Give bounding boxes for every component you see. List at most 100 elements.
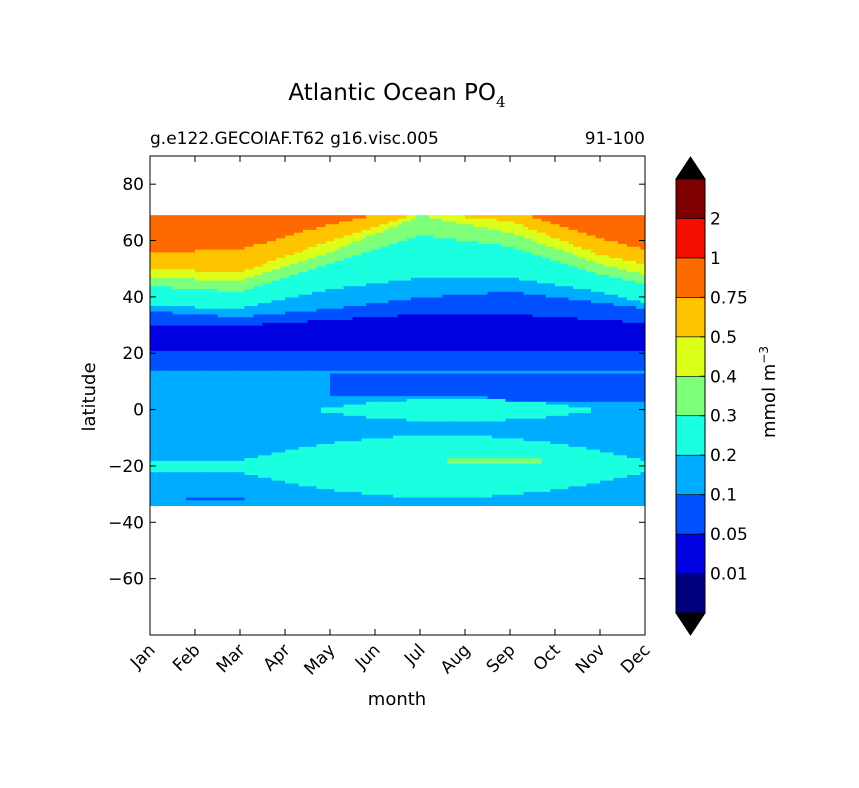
heatmap-cell: [334, 384, 340, 388]
heatmap-cell: [330, 381, 336, 385]
heatmap-cell: [429, 443, 435, 447]
heatmap-cell: [541, 449, 547, 453]
heatmap-cell: [213, 429, 219, 433]
heatmap-cell: [577, 488, 583, 492]
heatmap-cell: [627, 471, 633, 475]
heatmap-cell: [168, 389, 174, 394]
heatmap-cell: [303, 392, 309, 397]
heatmap-cell: [456, 406, 462, 411]
heatmap-cell: [519, 387, 525, 391]
heatmap-cell: [460, 443, 466, 447]
heatmap-cell: [640, 480, 645, 484]
heatmap-cell: [271, 384, 277, 388]
heatmap-cell: [604, 454, 610, 459]
heatmap-cell: [384, 415, 390, 419]
heatmap-cell: [348, 420, 354, 425]
heatmap-cell: [595, 426, 601, 430]
heatmap-cell: [348, 406, 354, 411]
heatmap-cell: [154, 406, 160, 411]
heatmap-cell: [213, 485, 219, 490]
heatmap-cell: [640, 398, 645, 402]
heatmap-cell: [159, 398, 165, 402]
heatmap-cell: [483, 485, 489, 490]
heatmap-cell: [564, 460, 570, 464]
heatmap-cell: [519, 429, 525, 433]
heatmap-cell: [195, 502, 201, 506]
heatmap-cell: [195, 392, 201, 397]
heatmap-cell: [487, 392, 493, 397]
heatmap-cell: [537, 398, 543, 402]
heatmap-cell: [577, 460, 583, 464]
heatmap-cell: [613, 440, 619, 444]
heatmap-cell: [600, 398, 606, 402]
heatmap-cell: [217, 392, 223, 397]
heatmap-cell: [586, 378, 592, 383]
heatmap-cell: [208, 463, 214, 467]
heatmap-cell: [523, 457, 529, 461]
heatmap-cell: [546, 387, 552, 391]
heatmap-cell: [276, 449, 282, 453]
heatmap-cell: [600, 409, 606, 414]
heatmap-cell: [276, 465, 282, 470]
heatmap-cell: [357, 471, 363, 475]
heatmap-cell: [474, 415, 480, 419]
heatmap-cell: [564, 434, 570, 439]
heatmap-cell: [510, 387, 516, 391]
heatmap-cell: [222, 434, 228, 439]
heatmap-cell: [487, 403, 493, 408]
heatmap-cell: [325, 494, 331, 498]
heatmap-cell: [226, 502, 232, 506]
heatmap-cell: [478, 420, 484, 425]
heatmap-cell: [411, 412, 417, 416]
heatmap-cell: [595, 482, 601, 487]
heatmap-cell: [334, 502, 340, 506]
heatmap-cell: [384, 468, 390, 473]
heatmap-cell: [370, 451, 376, 456]
heatmap-cell: [483, 496, 489, 501]
heatmap-cell: [177, 440, 183, 444]
heatmap-cell: [415, 415, 421, 419]
heatmap-cell: [222, 494, 228, 498]
heatmap-cell: [240, 482, 246, 487]
heatmap-cell: [366, 494, 372, 498]
heatmap-cell: [163, 437, 169, 442]
heatmap-cell: [204, 401, 210, 405]
heatmap-cell: [217, 460, 223, 464]
heatmap-cell: [330, 488, 336, 492]
heatmap-cell: [555, 392, 561, 397]
heatmap-cell: [501, 451, 507, 456]
heatmap-cell: [240, 460, 246, 464]
heatmap-cell: [559, 451, 565, 456]
heatmap-cell: [640, 494, 645, 498]
heatmap-cell: [253, 437, 259, 442]
heatmap-cell: [523, 480, 529, 484]
heatmap-cell: [546, 384, 552, 388]
heatmap-cell: [321, 398, 327, 402]
heatmap-cell: [604, 457, 610, 461]
heatmap-cell: [483, 446, 489, 450]
heatmap-cell: [478, 406, 484, 411]
heatmap-cell: [208, 389, 214, 394]
heatmap-cell: [357, 491, 363, 495]
heatmap-cell: [348, 434, 354, 439]
heatmap-cell: [168, 406, 174, 411]
heatmap-cell: [474, 482, 480, 487]
heatmap-cell: [604, 494, 610, 498]
heatmap-cell: [280, 384, 286, 388]
heatmap-cell: [591, 415, 597, 419]
heatmap-cell: [451, 460, 457, 464]
heatmap-cell: [510, 460, 516, 464]
heatmap-cell: [550, 420, 556, 425]
heatmap-cell: [150, 502, 156, 506]
heatmap-cell: [618, 463, 624, 467]
heatmap-cell: [240, 499, 246, 504]
heatmap-cell: [541, 395, 547, 399]
heatmap-cell: [352, 474, 358, 478]
heatmap-cell: [582, 496, 588, 501]
heatmap-cell: [334, 420, 340, 425]
heatmap-cell: [559, 409, 565, 414]
heatmap-cell: [168, 474, 174, 478]
heatmap-cell: [514, 429, 520, 433]
heatmap-cell: [222, 457, 228, 461]
heatmap-cell: [402, 420, 408, 425]
